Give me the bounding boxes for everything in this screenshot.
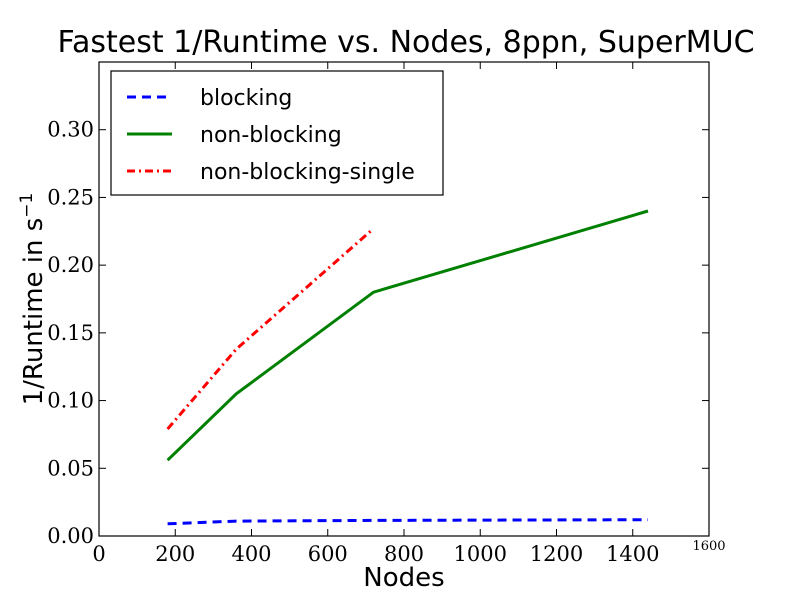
- y-tick-label: 0.05: [47, 456, 94, 480]
- x-tick-label: 0: [92, 542, 105, 566]
- legend-label-non-blocking: non-blocking: [200, 123, 342, 148]
- series-line-blocking: [167, 518, 649, 526]
- axis-ticks: 0 200 400 600 800 1000 1200 1400 1600 0.00 0.05 0.1…: [47, 62, 726, 566]
- chart-title: Fastest 1/Runtime vs. Nodes, 8ppn, Super…: [57, 25, 754, 60]
- x-tick-label: 1400: [606, 542, 659, 566]
- x-tick-label: 200: [155, 542, 195, 566]
- x-tick-label: 1200: [530, 542, 583, 566]
- y-axis-label-superscript: −1: [17, 193, 37, 218]
- y-axis-label: 1/Runtime in s−1: [17, 193, 49, 406]
- x-tick-label: 800: [384, 542, 424, 566]
- legend: blocking non-blocking non-blocking-single: [110, 70, 444, 196]
- legend-label-non-blocking-single: non-blocking-single: [200, 160, 415, 185]
- y-tick-label: 0.25: [47, 185, 94, 209]
- legend-label-blocking: blocking: [200, 86, 292, 111]
- series-line-non-blocking: [166, 209, 649, 462]
- y-tick-label: 0.15: [47, 321, 94, 345]
- x-axis-label: Nodes: [363, 563, 444, 592]
- x-tick-label: 1000: [454, 542, 507, 566]
- x-tick-label-offset: 1600: [692, 539, 725, 554]
- y-tick-label: 0.00: [47, 524, 94, 548]
- x-tick-label: 400: [231, 542, 271, 566]
- y-tick-label: 0.30: [47, 118, 94, 142]
- y-tick-label: 0.20: [47, 253, 94, 277]
- series-line-non-blocking-single: [166, 227, 375, 430]
- series-layer: [166, 209, 649, 526]
- y-tick-label: 0.10: [47, 389, 94, 413]
- x-tick-label: 600: [308, 542, 348, 566]
- y-axis-label-main: 1/Runtime in s: [19, 218, 49, 406]
